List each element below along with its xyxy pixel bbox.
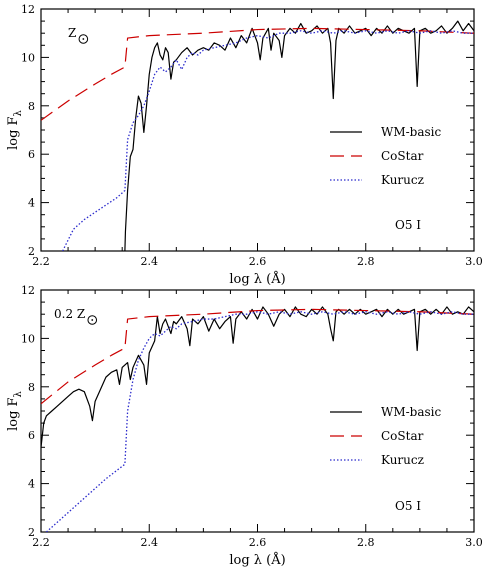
x-tick-label: 3.0	[465, 255, 483, 268]
spectral-type-label: O5 I	[395, 218, 421, 232]
legend-label: CoStar	[381, 149, 424, 163]
y-axis-label-main: log F	[6, 116, 21, 149]
y-tick-label: 12	[21, 284, 35, 297]
spectral-type-label: O5 I	[395, 499, 421, 513]
solar-symbol-icon	[87, 315, 98, 325]
legend-label: Kurucz	[381, 173, 424, 187]
y-tick-label: 4	[28, 197, 35, 210]
series-line-costar	[41, 27, 474, 121]
y-tick-label: 8	[28, 100, 35, 113]
x-tick-label: 2.2	[32, 255, 50, 268]
y-tick-label: 6	[28, 148, 35, 161]
y-axis-label: log Fλ	[6, 109, 24, 149]
metallicity-label: Z	[68, 26, 76, 40]
y-tick-label: 12	[21, 3, 35, 16]
y-tick-label: 10	[21, 332, 35, 345]
x-axis-label: log λ (Å)	[229, 552, 285, 568]
x-tick-label: 2.4	[141, 255, 159, 268]
x-tick-label: 2.8	[357, 255, 375, 268]
x-tick-label: 3.0	[465, 536, 483, 549]
y-tick-label: 8	[28, 381, 35, 394]
y-tick-label: 2	[28, 245, 35, 258]
solar-symbol-icon	[78, 34, 89, 44]
panel-bottom: 2.2 2.4 2.6 2.8 3.0 2 4 6 8 10 12 log λ (Å) log Fλ WM…	[6, 284, 483, 568]
y-tick-label: 4	[28, 478, 35, 491]
y-axis-label-main: log F	[6, 397, 21, 430]
y-axis-label-subscript: λ	[13, 109, 24, 116]
y-axis-label-group: log Fλ	[6, 109, 24, 149]
y-axis-label-subscript: λ	[13, 390, 24, 397]
x-axis-label: log λ (Å)	[229, 271, 285, 287]
y-tick-label: 2	[28, 526, 35, 539]
metallicity-label: 0.2 Z	[54, 307, 85, 321]
x-tick-label: 2.6	[249, 536, 267, 549]
x-tick-label: 2.2	[32, 536, 50, 549]
series-line-kurucz	[62, 30, 474, 251]
x-tick-label: 2.6	[249, 255, 267, 268]
legend-label: WM-basic	[381, 125, 442, 139]
y-tick-label: 10	[21, 51, 35, 64]
x-tick-label: 2.8	[357, 536, 375, 549]
legend-label: WM-basic	[381, 405, 442, 419]
x-tick-label: 2.4	[141, 536, 159, 549]
legend-label: Kurucz	[381, 453, 424, 467]
y-tick-label: 6	[28, 429, 35, 442]
series-line-costar	[41, 308, 474, 405]
series-line-kurucz	[45, 311, 474, 532]
panel-top: 2.2 2.4 2.6 2.8 3.0 2 4 6 8 10 12 log λ (Å) log Fλ WM…	[6, 3, 483, 287]
series-line-wm-basic	[41, 306, 474, 448]
y-axis-label-group: log Fλ	[6, 390, 24, 430]
y-axis-label: log Fλ	[6, 390, 24, 430]
legend-label: CoStar	[381, 429, 424, 443]
